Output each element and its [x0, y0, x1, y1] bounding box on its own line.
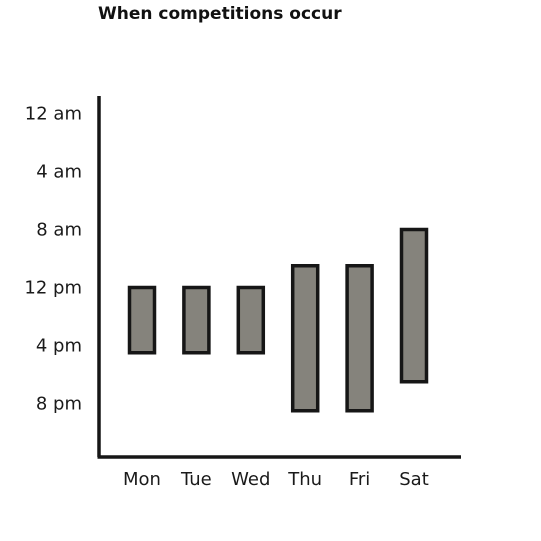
bar-wed	[236, 285, 266, 355]
chart-title: When competitions occur	[98, 4, 342, 24]
x-tick-label: Sat	[399, 469, 429, 490]
bar-thu	[290, 264, 320, 413]
bar-mon	[127, 285, 157, 355]
bar-fri	[345, 264, 374, 413]
y-tick-label: 4 am	[36, 162, 82, 183]
x-tick-label: Tue	[180, 469, 212, 490]
x-tick-label: Fri	[349, 469, 370, 490]
x-axis-tick-labels: Mon Tue Wed Thu Fri Sat	[123, 469, 429, 490]
y-tick-label: 8 am	[36, 220, 82, 241]
x-tick-label: Wed	[231, 469, 270, 490]
y-tick-label: 8 pm	[36, 394, 82, 415]
bar-sat	[399, 227, 429, 384]
x-tick-label: Mon	[123, 469, 161, 490]
x-tick-label: Thu	[287, 469, 322, 490]
bar-tue	[182, 285, 211, 355]
y-axis-tick-labels: 12 am 4 am 8 am 12 pm 4 pm 8 pm	[24, 104, 82, 415]
y-tick-label: 4 pm	[36, 336, 82, 357]
bars-group	[127, 227, 429, 413]
y-tick-label: 12 pm	[24, 278, 82, 299]
y-tick-label: 12 am	[25, 104, 82, 125]
